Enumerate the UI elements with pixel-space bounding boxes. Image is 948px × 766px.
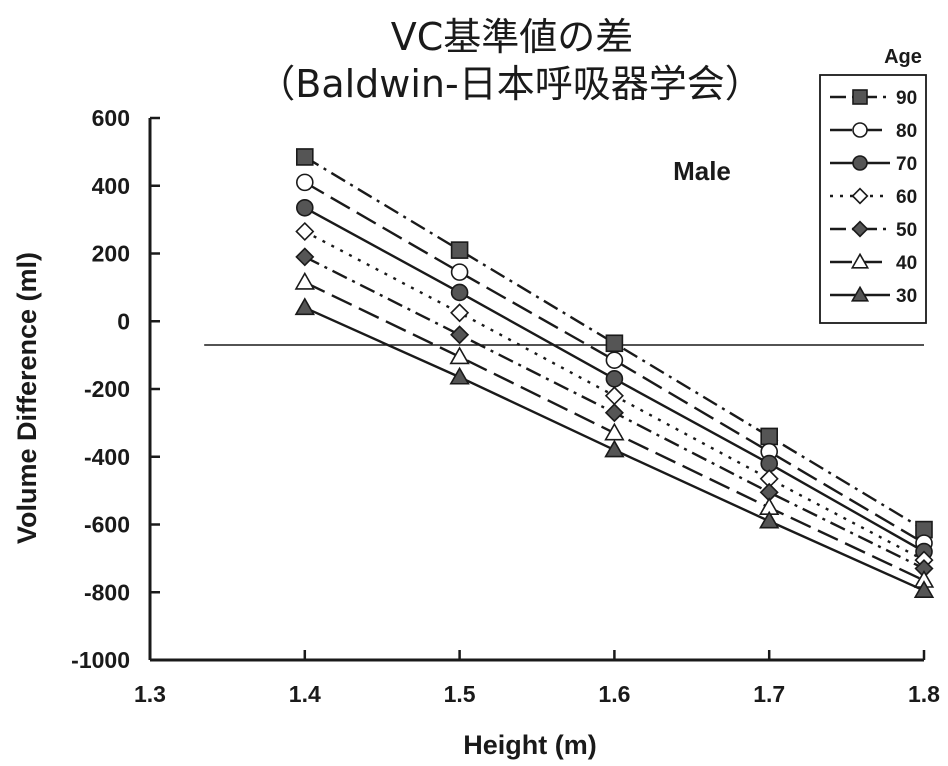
x-axis: 1.3 1.4 1.5 1.6 1.7 1.8	[134, 650, 940, 707]
series-age-70	[295, 198, 933, 561]
circle-marker	[760, 454, 779, 473]
legend: 90 80 70 60 50 40 30	[819, 74, 927, 324]
triangle-marker	[604, 422, 625, 441]
triangle-marker	[449, 366, 470, 385]
x-tick-label: 1.4	[289, 681, 321, 707]
series-age-40	[294, 271, 935, 588]
diamond-marker	[295, 221, 315, 242]
square-marker	[852, 89, 868, 105]
y-tick-label: 0	[117, 308, 130, 334]
legend-label: 60	[896, 187, 917, 208]
x-tick-label: 1.7	[753, 681, 785, 707]
circle-marker	[295, 173, 314, 192]
chart-subtitle: （Baldwin-日本呼吸器学会）	[257, 62, 762, 106]
legend-item-60: 60	[830, 187, 917, 208]
legend-label: 80	[896, 121, 917, 142]
legend-box	[819, 74, 927, 324]
y-tick-label: 600	[92, 105, 130, 131]
circle-marker	[605, 370, 624, 388]
square-marker	[605, 334, 624, 353]
diamond-marker	[450, 325, 470, 345]
x-tick-label: 1.5	[444, 681, 476, 707]
legend-label: 50	[896, 220, 917, 241]
chart-title: VC基準値の差	[391, 15, 634, 59]
diamond-marker	[295, 247, 315, 267]
y-tick-label: -200	[84, 376, 130, 402]
square-marker	[295, 148, 314, 166]
triangle-marker	[850, 285, 870, 302]
triangle-marker	[294, 297, 315, 316]
circle-marker	[852, 122, 868, 138]
square-marker	[760, 427, 779, 446]
diamond-marker	[604, 403, 624, 423]
legend-label: 70	[896, 154, 917, 175]
triangle-marker	[850, 252, 870, 269]
circle-marker	[605, 351, 624, 370]
legend-item-50: 50	[830, 220, 917, 241]
legend-item-70: 70	[830, 154, 917, 175]
y-tick-label: 200	[92, 241, 130, 267]
legend-item-30: 30	[830, 285, 917, 307]
square-marker	[450, 241, 469, 259]
circle-marker	[852, 155, 868, 171]
triangle-marker	[913, 580, 935, 598]
triangle-marker	[294, 271, 315, 290]
triangle-marker	[759, 510, 780, 529]
circle-marker	[295, 198, 314, 217]
y-axis: 600 400 200 0 -200 -400 -600 -800 -1000	[71, 105, 160, 673]
y-tick-label: 400	[92, 173, 130, 199]
annotation-male: Male	[673, 156, 731, 186]
series-group	[294, 148, 935, 598]
legend-item-40: 40	[830, 252, 917, 274]
legend-title: Age	[884, 46, 922, 68]
legend-label: 90	[896, 88, 917, 109]
series-age-30	[294, 297, 935, 598]
legend-label: 30	[896, 286, 917, 307]
x-tick-label: 1.8	[908, 681, 940, 707]
diamond-marker	[851, 220, 869, 238]
y-tick-label: -800	[84, 579, 130, 605]
y-axis-title: Volume Difference (ml)	[12, 252, 42, 544]
legend-item-90: 90	[830, 88, 917, 109]
legend-label: 40	[896, 253, 917, 274]
legend-item-80: 80	[830, 121, 917, 142]
diamond-marker	[450, 303, 470, 323]
y-tick-label: -1000	[71, 647, 130, 673]
triangle-marker	[449, 346, 470, 365]
x-axis-title: Height (m)	[463, 730, 596, 760]
circle-marker	[450, 283, 469, 302]
x-tick-label: 1.6	[598, 681, 630, 707]
series-age-50	[295, 247, 934, 579]
diamond-marker	[604, 386, 624, 406]
x-tick-label: 1.3	[134, 681, 166, 707]
triangle-marker	[604, 439, 625, 458]
circle-marker	[450, 263, 469, 281]
y-tick-label: -400	[84, 444, 130, 470]
y-tick-label: -600	[84, 512, 130, 538]
series-line-90	[304, 155, 925, 531]
diamond-marker	[851, 187, 869, 205]
